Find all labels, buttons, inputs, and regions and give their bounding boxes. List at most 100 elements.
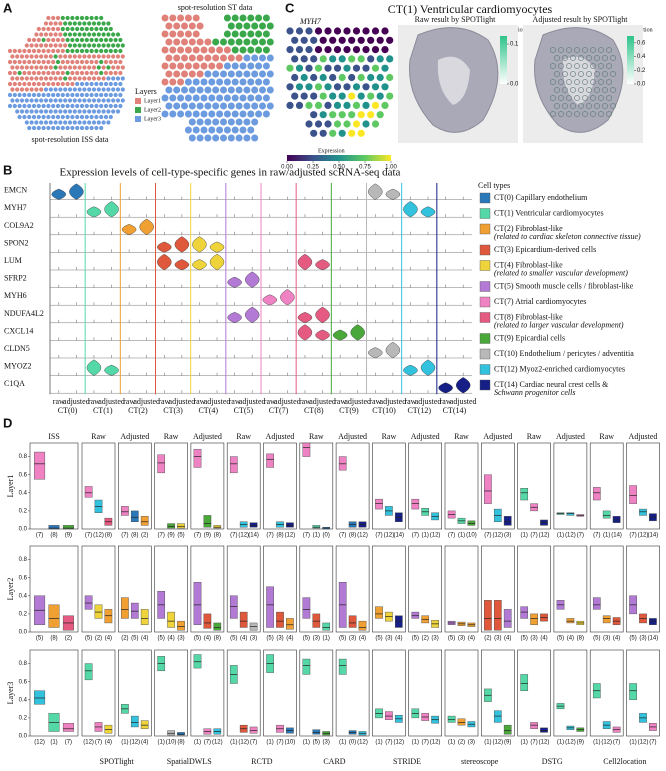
st-spot	[165, 86, 173, 94]
iss-spot	[46, 70, 51, 76]
spot-outline	[602, 55, 608, 61]
iss-spot	[82, 120, 87, 125]
condition-label: raw	[440, 397, 452, 406]
iss-spot	[75, 26, 80, 32]
box-label: (12)	[492, 533, 503, 539]
iss-spot	[106, 98, 111, 103]
panel-frame	[226, 545, 261, 633]
tissue-section	[562, 56, 595, 105]
iss-spot	[58, 43, 63, 48]
iss-spot	[70, 92, 75, 98]
legend-swatch	[479, 260, 491, 271]
expression-spot	[386, 73, 394, 82]
gene-label: SFRP2	[4, 274, 27, 283]
st-spot	[212, 102, 220, 110]
box-label: (12)	[357, 740, 368, 746]
st-spot	[266, 38, 274, 46]
box-label: (3)	[504, 533, 511, 539]
iss-spot	[60, 26, 65, 32]
violin	[262, 294, 278, 306]
iss-spot	[12, 81, 17, 87]
iss-spot	[43, 43, 49, 48]
st-spot	[255, 78, 263, 86]
panel-frame	[81, 545, 116, 633]
colorbar-tick-label: 0.75	[359, 165, 371, 171]
spot-outline	[606, 47, 612, 53]
column-header: Raw	[91, 432, 106, 441]
box-label: (12)	[238, 533, 249, 539]
iss-spot	[24, 65, 29, 70]
iss-spot	[89, 81, 94, 87]
iss-spot	[77, 43, 82, 48]
method-label: CARD	[323, 757, 345, 766]
iss-spot	[41, 59, 46, 65]
box-label: (5)	[412, 636, 419, 642]
iss-spot	[70, 81, 75, 87]
st-spot	[196, 118, 204, 126]
expression-spot	[329, 55, 337, 63]
expression-spot	[314, 83, 323, 91]
iss-spot	[67, 76, 73, 81]
st-spot	[227, 118, 235, 126]
spot-outline	[558, 111, 564, 117]
box	[520, 488, 529, 501]
iss-spot	[17, 81, 22, 87]
box	[177, 732, 185, 736]
iss-spot	[75, 125, 80, 131]
legend-label: CT(2) Fibroblast-like	[494, 224, 563, 233]
panel-frame	[81, 442, 116, 530]
iss-spot	[39, 109, 44, 114]
column-header: Raw	[309, 432, 324, 441]
panel-frame	[372, 649, 406, 737]
box	[639, 508, 647, 516]
spot-outline	[578, 71, 584, 77]
iss-spot	[89, 125, 94, 131]
iss-spot	[108, 37, 113, 43]
spot-outline	[598, 111, 604, 117]
condition-label: adjusted	[169, 397, 196, 406]
iss-spot	[77, 98, 82, 103]
box-label: (7)	[194, 533, 201, 539]
iss-spot	[84, 103, 89, 109]
iss-spot	[60, 59, 65, 65]
spot-outline	[570, 103, 576, 109]
st-spot	[173, 22, 181, 30]
box-label: (12)	[83, 740, 94, 746]
st-spot	[200, 110, 208, 118]
iss-spot	[115, 32, 121, 37]
spot-outline	[574, 111, 580, 117]
st-spot	[247, 46, 255, 54]
iss-spot	[51, 70, 56, 76]
st-spot	[223, 30, 231, 38]
box	[602, 510, 611, 519]
iss-spot	[31, 81, 37, 87]
st-spot	[188, 22, 196, 30]
iss-spot	[27, 70, 32, 76]
iss-spot	[82, 98, 87, 103]
box-label: (1)	[458, 533, 465, 539]
iss-spot	[113, 81, 118, 87]
iss-spot	[72, 32, 77, 37]
violin	[403, 364, 418, 376]
st-spot	[161, 62, 169, 70]
box-label: (1)	[521, 740, 528, 746]
expression-spot	[348, 73, 356, 82]
st-spot	[231, 78, 239, 86]
condition-label: raw	[369, 397, 381, 406]
panel-frame	[517, 649, 551, 737]
iss-spot	[58, 109, 63, 114]
box	[130, 715, 139, 728]
iss-spot	[29, 76, 34, 81]
iss-spot	[65, 125, 70, 131]
spot-outline	[606, 111, 612, 117]
expression-spot	[343, 101, 351, 109]
box-label: (8)	[214, 533, 221, 539]
legend-label: Layer1	[144, 98, 161, 104]
condition-label: adjusted	[274, 397, 301, 406]
box-label: (5)	[36, 636, 43, 642]
iss-spot	[51, 103, 56, 109]
panel-label: B	[3, 162, 12, 177]
st-spot	[181, 70, 188, 78]
iss-spot	[48, 98, 53, 103]
box	[358, 620, 367, 631]
